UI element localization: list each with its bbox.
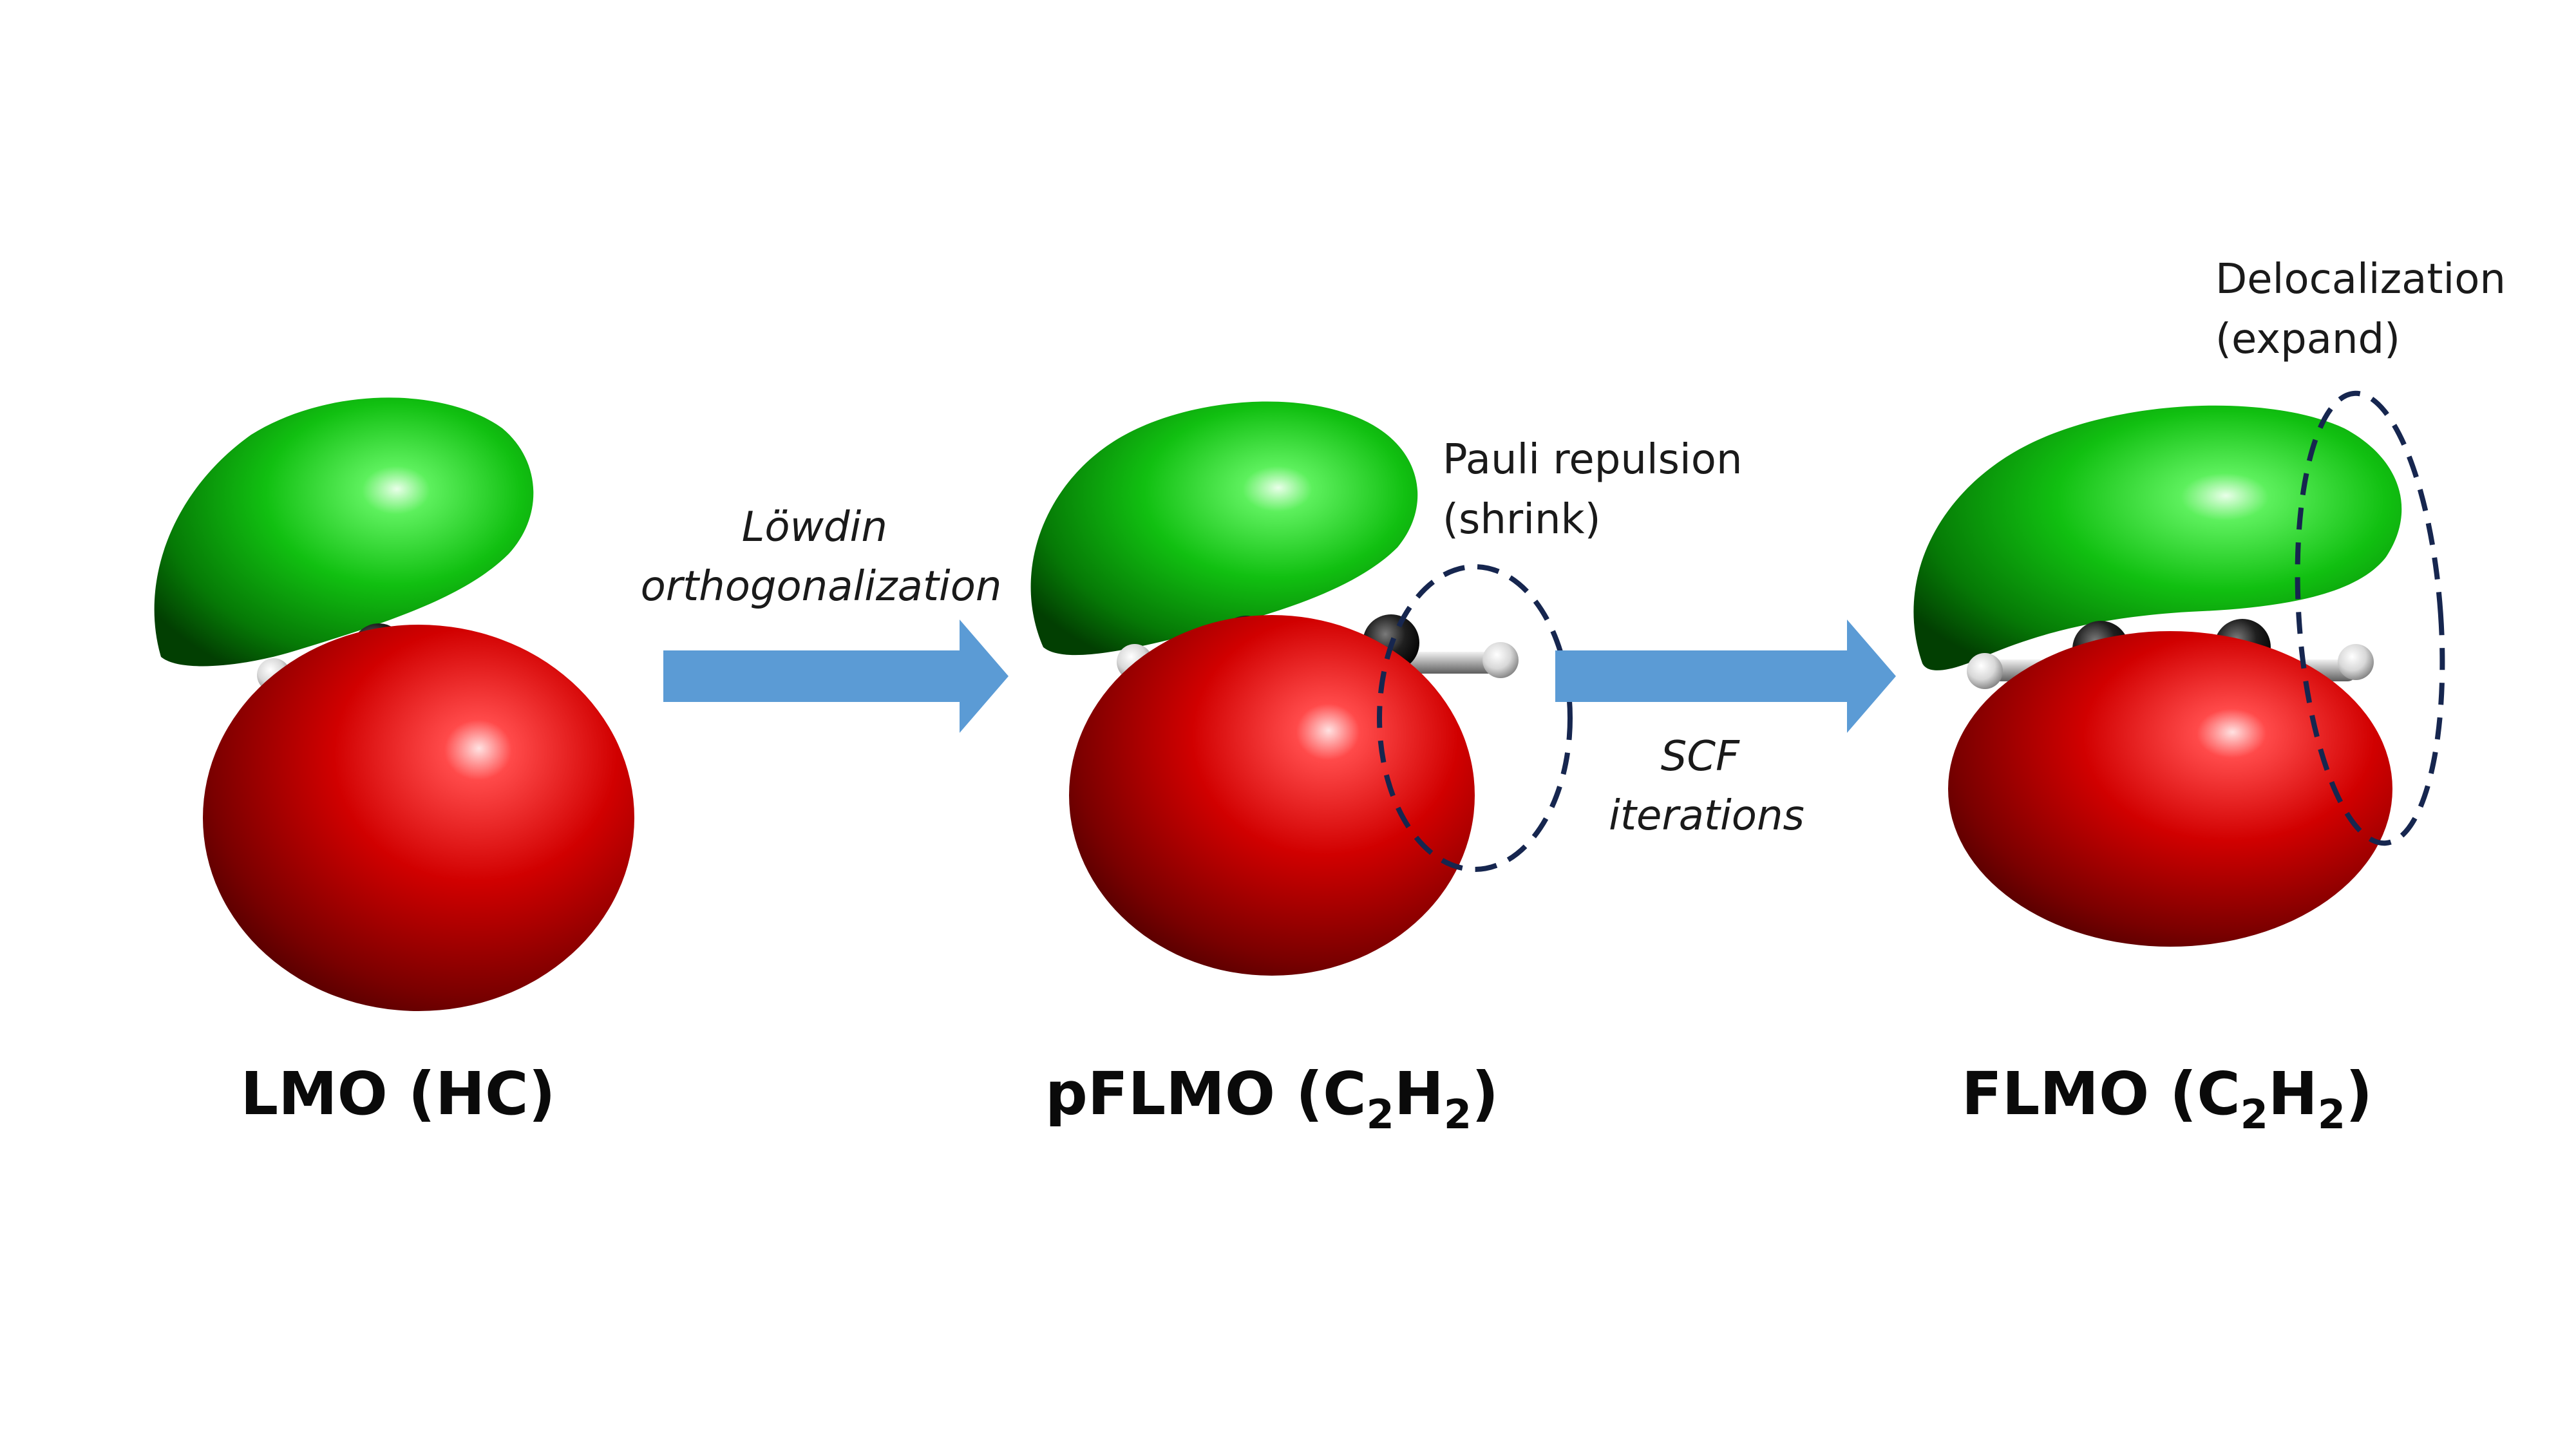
green-lobe	[1913, 405, 2402, 670]
arrow-shape	[663, 620, 1009, 733]
red-lobe	[203, 625, 634, 1011]
red-lobe	[1069, 615, 1475, 976]
pauli-dashed-outline	[1377, 564, 1573, 872]
hydrogen-atom	[2338, 644, 2374, 680]
hydrogen-atom	[1482, 642, 1519, 678]
panel-flmo: FLMO (C2H2) Delocalization (expand)	[1913, 256, 2519, 1138]
green-lobe	[154, 397, 534, 667]
panel-title: LMO (HC)	[240, 1059, 555, 1128]
delocalization-annotation: Delocalization (expand)	[2215, 256, 2519, 363]
panel-lmo: LMO (HC)	[154, 397, 634, 1128]
step-label: SCF iterations	[1609, 733, 1804, 840]
step-arrow-scf: SCF iterations	[1555, 620, 1896, 840]
hydrogen-atom	[1967, 653, 2003, 689]
pauli-annotation: Pauli repulsion (shrink)	[1443, 436, 1756, 544]
delocalization-dashed-outline	[2295, 390, 2445, 846]
panel-title: FLMO (C2H2)	[1962, 1059, 2372, 1138]
green-lobe	[1030, 401, 1418, 656]
red-lobe	[1948, 631, 2392, 947]
step-arrow-lowdin: Löwdin orthogonalization	[641, 504, 1009, 733]
panel-pflmo: pFLMO (C2H2) Pauli repulsion (shrink)	[1030, 401, 1756, 1138]
arrow-shape	[1555, 620, 1896, 733]
step-label: Löwdin orthogonalization	[641, 504, 1002, 611]
panel-title: pFLMO (C2H2)	[1045, 1059, 1499, 1138]
